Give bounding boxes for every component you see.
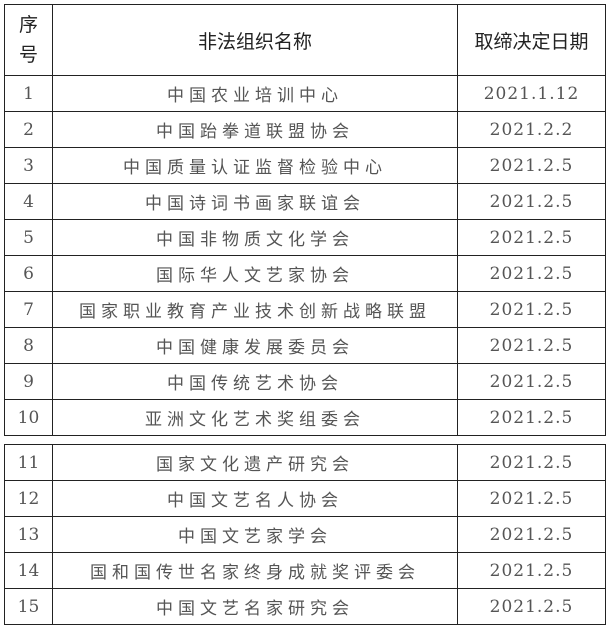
ban-date: 2021.2.5 (457, 147, 606, 184)
ban-date: 2021.2.5 (457, 480, 606, 517)
organization-name: 中国跆拳道联盟协会 (52, 111, 458, 148)
table-row: 7 国家职业教育产业技术创新战略联盟 2021.2.5 (4, 291, 606, 328)
ban-date: 2021.2.5 (457, 516, 606, 553)
table-row: 9 中国传统艺术协会 2021.2.5 (4, 363, 606, 400)
ban-date: 2021.2.5 (457, 363, 606, 400)
organization-name: 国家职业教育产业技术创新战略联盟 (52, 291, 458, 328)
organization-name: 国家文化遗产研究会 (52, 444, 458, 481)
table-row: 12 中国文艺名人协会 2021.2.5 (4, 480, 606, 517)
ban-date: 2021.1.12 (457, 75, 606, 112)
table-row: 4 中国诗词书画家联谊会 2021.2.5 (4, 183, 606, 220)
illegal-organizations-table-part-1: 序号 非法组织名称 取缔决定日期 1 中国农业培训中心 2021.1.12 2 中国跆拳… (4, 4, 606, 436)
row-index: 15 (4, 588, 53, 625)
header-date: 取缔决定日期 (457, 4, 606, 76)
table-row: 11 国家文化遗产研究会 2021.2.5 (4, 444, 606, 481)
header-index: 序号 (4, 4, 53, 76)
ban-date: 2021.2.2 (457, 111, 606, 148)
ban-date: 2021.2.5 (457, 255, 606, 292)
organization-name: 中国传统艺术协会 (52, 363, 458, 400)
organization-name: 中国质量认证监督检验中心 (52, 147, 458, 184)
organization-name: 亚洲文化艺术奖组委会 (52, 399, 458, 436)
table-row: 15 中国文艺名家研究会 2021.2.5 (4, 588, 606, 625)
row-index: 8 (4, 327, 53, 364)
table-row: 8 中国健康发展委员会 2021.2.5 (4, 327, 606, 364)
table-row: 14 国和国传世名家终身成就奖评委会 2021.2.5 (4, 552, 606, 589)
row-index: 14 (4, 552, 53, 589)
organization-name: 中国文艺家学会 (52, 516, 458, 553)
organization-name: 国际华人文艺家协会 (52, 255, 458, 292)
organization-name: 中国非物质文化学会 (52, 219, 458, 256)
organization-name: 中国健康发展委员会 (52, 327, 458, 364)
header-row: 序号 非法组织名称 取缔决定日期 (4, 4, 606, 76)
row-index: 13 (4, 516, 53, 553)
table-row: 3 中国质量认证监督检验中心 2021.2.5 (4, 147, 606, 184)
ban-date: 2021.2.5 (457, 552, 606, 589)
organization-name: 中国诗词书画家联谊会 (52, 183, 458, 220)
ban-date: 2021.2.5 (457, 291, 606, 328)
organization-name: 中国农业培训中心 (52, 75, 458, 112)
organization-name: 国和国传世名家终身成就奖评委会 (52, 552, 458, 589)
row-index: 4 (4, 183, 53, 220)
row-index: 11 (4, 444, 53, 481)
organization-name: 中国文艺名人协会 (52, 480, 458, 517)
illegal-organizations-table-part-2: 11 国家文化遗产研究会 2021.2.5 12 中国文艺名人协会 2021.2.5 13 中… (4, 444, 606, 625)
header-name: 非法组织名称 (52, 4, 458, 76)
row-index: 9 (4, 363, 53, 400)
ban-date: 2021.2.5 (457, 219, 606, 256)
ban-date: 2021.2.5 (457, 399, 606, 436)
organization-name: 中国文艺名家研究会 (52, 588, 458, 625)
row-index: 3 (4, 147, 53, 184)
ban-date: 2021.2.5 (457, 183, 606, 220)
ban-date: 2021.2.5 (457, 327, 606, 364)
row-index: 5 (4, 219, 53, 256)
row-index: 2 (4, 111, 53, 148)
table-row: 6 国际华人文艺家协会 2021.2.5 (4, 255, 606, 292)
ban-date: 2021.2.5 (457, 444, 606, 481)
row-index: 10 (4, 399, 53, 436)
table-row: 13 中国文艺家学会 2021.2.5 (4, 516, 606, 553)
row-index: 6 (4, 255, 53, 292)
table-row: 5 中国非物质文化学会 2021.2.5 (4, 219, 606, 256)
table-row: 10 亚洲文化艺术奖组委会 2021.2.5 (4, 399, 606, 436)
table-row: 1 中国农业培训中心 2021.1.12 (4, 75, 606, 112)
row-index: 7 (4, 291, 53, 328)
row-index: 12 (4, 480, 53, 517)
ban-date: 2021.2.5 (457, 588, 606, 625)
row-index: 1 (4, 75, 53, 112)
table-row: 2 中国跆拳道联盟协会 2021.2.2 (4, 111, 606, 148)
